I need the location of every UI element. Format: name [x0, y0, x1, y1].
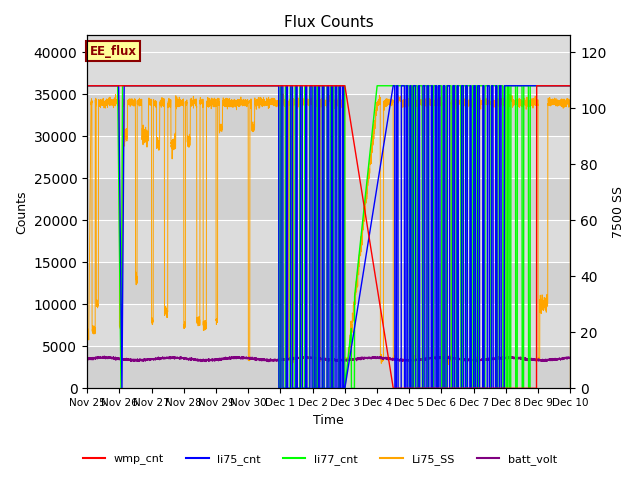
Text: EE_flux: EE_flux — [90, 45, 136, 58]
Y-axis label: 7500 SS: 7500 SS — [612, 186, 625, 238]
Y-axis label: Counts: Counts — [15, 190, 28, 234]
Bar — [87, 178, 570, 220]
Bar — [87, 346, 570, 388]
Bar — [87, 262, 570, 304]
Bar — [87, 94, 570, 136]
X-axis label: Time: Time — [314, 414, 344, 427]
Title: Flux Counts: Flux Counts — [284, 15, 374, 30]
Legend: wmp_cnt, li75_cnt, li77_cnt, Li75_SS, batt_volt: wmp_cnt, li75_cnt, li77_cnt, Li75_SS, ba… — [78, 450, 562, 469]
